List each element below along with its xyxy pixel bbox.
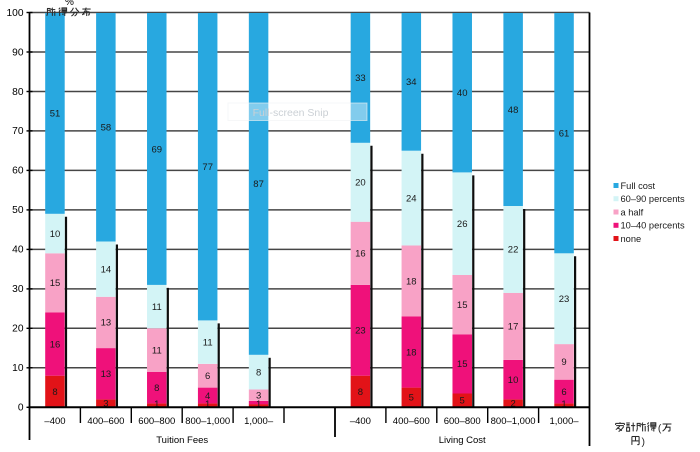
svg-text:15: 15 xyxy=(50,278,61,289)
svg-text:14: 14 xyxy=(101,264,112,275)
svg-text:70: 70 xyxy=(12,126,24,137)
svg-text:none: none xyxy=(621,234,642,244)
svg-text:23: 23 xyxy=(559,294,570,305)
svg-text:26: 26 xyxy=(457,219,468,230)
svg-text:1,000–: 1,000– xyxy=(549,416,579,427)
svg-text:a half: a half xyxy=(621,207,644,217)
svg-text:77: 77 xyxy=(202,162,213,173)
svg-text:%: % xyxy=(65,0,74,8)
svg-text:Full cost: Full cost xyxy=(621,181,656,191)
svg-text:51: 51 xyxy=(50,109,61,120)
svg-text:3: 3 xyxy=(256,391,261,402)
svg-text:Tuition Fees: Tuition Fees xyxy=(156,435,208,446)
svg-text:800–1,000: 800–1,000 xyxy=(491,416,536,427)
svg-text:1: 1 xyxy=(154,399,159,410)
svg-text:48: 48 xyxy=(508,105,519,116)
svg-text:Full-screen Snip: Full-screen Snip xyxy=(253,107,329,119)
svg-text:800–1,000: 800–1,000 xyxy=(185,416,230,427)
svg-text:10: 10 xyxy=(50,229,61,240)
svg-text:6: 6 xyxy=(205,371,210,382)
svg-text:90: 90 xyxy=(12,47,24,58)
svg-text:400–600: 400–600 xyxy=(393,416,430,427)
svg-text:11: 11 xyxy=(152,345,162,356)
svg-text:60: 60 xyxy=(12,166,24,177)
svg-text:18: 18 xyxy=(406,347,417,358)
svg-text:22: 22 xyxy=(508,245,519,256)
svg-text:1: 1 xyxy=(205,399,210,410)
svg-text:3: 3 xyxy=(103,399,108,410)
svg-text:13: 13 xyxy=(101,369,112,380)
svg-text:61: 61 xyxy=(559,129,570,140)
svg-text:5: 5 xyxy=(460,396,465,407)
svg-text:2: 2 xyxy=(510,399,515,410)
svg-text:5: 5 xyxy=(409,393,414,404)
svg-text:(: ( xyxy=(658,423,662,435)
svg-text:30: 30 xyxy=(12,284,24,295)
svg-text:87: 87 xyxy=(253,179,264,190)
svg-text:69: 69 xyxy=(152,144,163,155)
svg-text:–400: –400 xyxy=(44,416,65,427)
svg-text:34: 34 xyxy=(406,77,417,88)
svg-text:23: 23 xyxy=(355,326,366,337)
svg-text:40: 40 xyxy=(12,245,24,256)
svg-text:6: 6 xyxy=(561,387,566,398)
svg-text:Living Cost: Living Cost xyxy=(439,435,486,446)
svg-text:8: 8 xyxy=(52,387,57,398)
svg-text:50: 50 xyxy=(12,205,24,216)
svg-text:–400: –400 xyxy=(350,416,371,427)
svg-text:400–600: 400–600 xyxy=(87,416,124,427)
svg-text:10–40 percents: 10–40 percents xyxy=(621,221,685,231)
svg-text:600–800: 600–800 xyxy=(444,416,481,427)
svg-text:13: 13 xyxy=(101,318,112,329)
svg-text:600–800: 600–800 xyxy=(138,416,175,427)
svg-text:100: 100 xyxy=(7,8,24,19)
svg-text:8: 8 xyxy=(256,368,261,379)
svg-text:20: 20 xyxy=(355,178,366,189)
svg-text:80: 80 xyxy=(12,87,24,98)
svg-text:1: 1 xyxy=(561,399,566,410)
svg-text:10: 10 xyxy=(508,375,519,386)
svg-text:10: 10 xyxy=(12,363,24,374)
svg-text:15: 15 xyxy=(457,300,468,311)
svg-text:16: 16 xyxy=(355,249,366,260)
svg-text:15: 15 xyxy=(457,359,468,370)
svg-text:11: 11 xyxy=(152,302,162,313)
svg-text:60–90 percents: 60–90 percents xyxy=(621,194,685,204)
svg-text:16: 16 xyxy=(50,339,61,350)
svg-text:1: 1 xyxy=(256,399,261,410)
svg-text:9: 9 xyxy=(561,357,566,368)
svg-text:1,000–: 1,000– xyxy=(244,416,274,427)
svg-text:33: 33 xyxy=(355,73,366,84)
svg-text:4: 4 xyxy=(205,391,210,402)
svg-text:8: 8 xyxy=(154,383,159,394)
svg-text:40: 40 xyxy=(457,88,468,99)
svg-text:18: 18 xyxy=(406,276,417,287)
svg-text:0: 0 xyxy=(18,403,24,414)
svg-text:8: 8 xyxy=(358,387,363,398)
svg-text:17: 17 xyxy=(508,322,519,333)
svg-text:58: 58 xyxy=(101,123,112,134)
svg-text:11: 11 xyxy=(203,338,213,349)
svg-text:20: 20 xyxy=(12,324,24,335)
svg-text:24: 24 xyxy=(406,193,417,204)
svg-text:): ) xyxy=(642,436,646,448)
